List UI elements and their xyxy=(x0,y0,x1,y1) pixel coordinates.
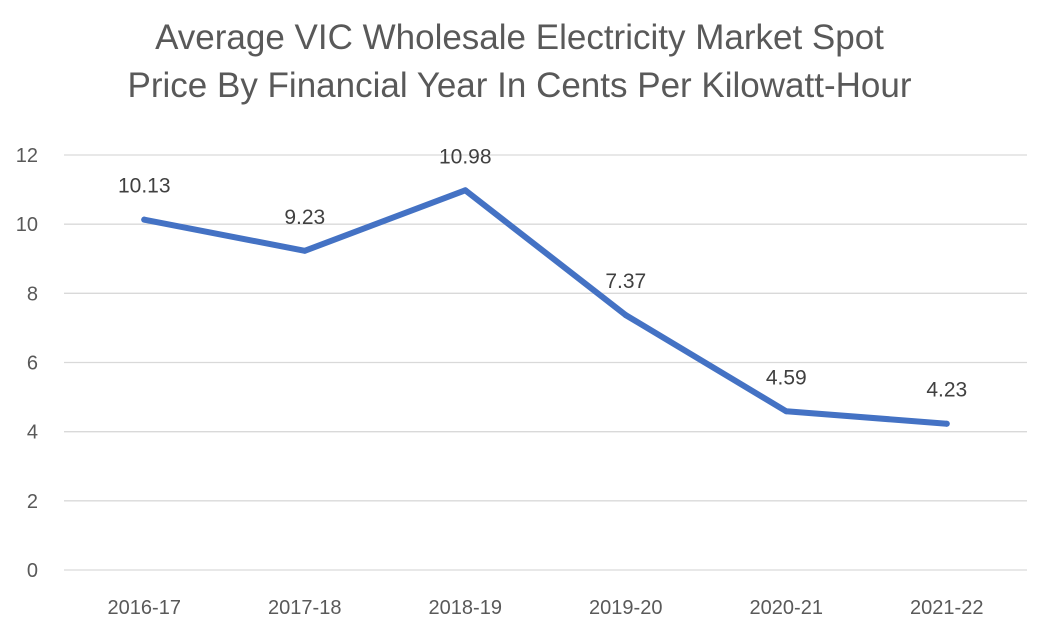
data-point xyxy=(943,420,950,427)
gridlines xyxy=(64,154,1027,571)
y-tick-label: 12 xyxy=(16,145,38,167)
x-tick-label: 2017-18 xyxy=(268,597,341,619)
y-tick-label: 4 xyxy=(27,422,38,444)
x-tick-label: 2016-17 xyxy=(108,597,181,619)
data-point xyxy=(622,312,629,319)
data-labels: 10.13 9.23 10.98 7.37 4.59 4.23 xyxy=(118,145,967,401)
chart-title-line-2: Price By Financial Year In Cents Per Kil… xyxy=(127,66,912,105)
data-label: 7.37 xyxy=(605,270,646,293)
y-tick-label: 8 xyxy=(27,283,38,305)
y-axis-ticks: 0 2 4 6 8 10 12 xyxy=(16,145,38,582)
series-layer xyxy=(141,187,950,427)
y-tick-label: 6 xyxy=(27,353,38,375)
x-tick-label: 2019-20 xyxy=(589,597,662,619)
chart-title: Average VIC Wholesale Electricity Market… xyxy=(0,14,1039,110)
data-label: 9.23 xyxy=(284,206,325,229)
data-label: 10.98 xyxy=(439,145,492,168)
series-line xyxy=(141,187,950,427)
y-tick-label: 2 xyxy=(27,491,38,513)
data-point xyxy=(783,408,790,415)
y-tick-label: 0 xyxy=(27,560,38,582)
x-tick-label: 2020-21 xyxy=(750,597,823,619)
data-label: 10.13 xyxy=(118,175,171,198)
x-tick-label: 2018-19 xyxy=(429,597,502,619)
data-label: 4.59 xyxy=(766,366,807,389)
x-tick-label: 2021-22 xyxy=(910,597,983,619)
data-label: 4.23 xyxy=(926,379,967,402)
data-point xyxy=(462,187,469,194)
x-axis-ticks: 2016-17 2017-18 2018-19 2019-20 2020-21 2021-… xyxy=(108,597,984,619)
data-point xyxy=(141,216,148,223)
data-point xyxy=(301,247,308,254)
y-tick-label: 10 xyxy=(16,214,38,236)
chart-title-line-1: Average VIC Wholesale Electricity Market… xyxy=(155,18,884,57)
